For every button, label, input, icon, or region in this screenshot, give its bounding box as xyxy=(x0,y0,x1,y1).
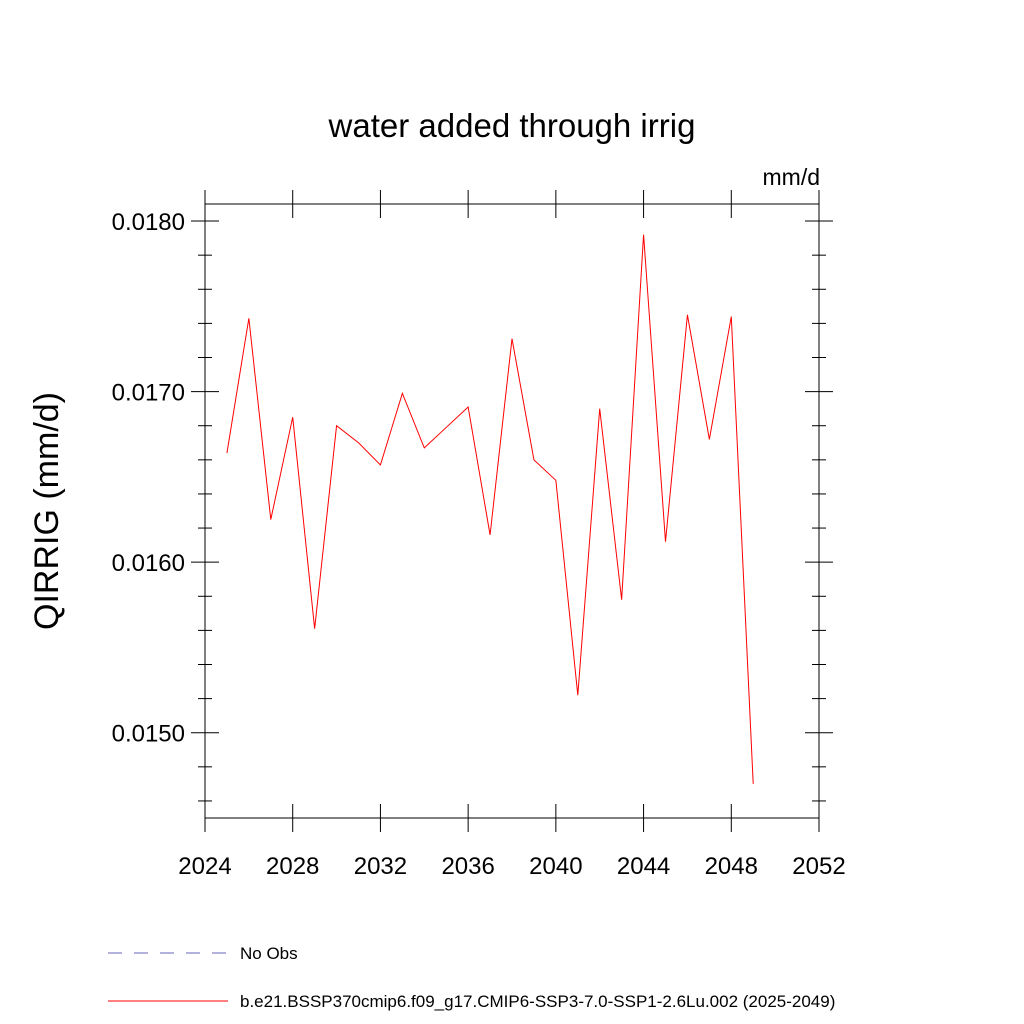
series-line-0 xyxy=(226,234,754,784)
legend-label-no-obs: No Obs xyxy=(240,944,298,963)
series-layer xyxy=(226,234,754,784)
x-tick-label: 2052 xyxy=(792,853,845,880)
x-tick-label: 2044 xyxy=(617,853,670,880)
legend-label-series: b.e21.BSSP370cmip6.f09_g17.CMIP6-SSP3-7.… xyxy=(240,992,835,1011)
legend: No Obs b.e21.BSSP370cmip6.f09_g17.CMIP6-… xyxy=(108,944,835,1011)
x-tick-label: 2036 xyxy=(441,853,494,880)
y-tick-label: 0.0180 xyxy=(112,209,185,236)
x-tick-label: 2032 xyxy=(354,853,407,880)
x-tick-label: 2040 xyxy=(529,853,582,880)
plot-frame xyxy=(204,203,820,819)
x-tick-label: 2028 xyxy=(266,853,319,880)
chart-title: water added through irrig xyxy=(328,107,696,144)
y-axis-label: QIRRIG (mm/d) xyxy=(28,392,66,630)
y-tick-label: 0.0160 xyxy=(112,550,185,577)
x-tick-label: 2048 xyxy=(705,853,758,880)
axis-ticks: 0.0150 0.0160 0.0170 0.0180 2024 2028 2032 2036… xyxy=(112,190,846,880)
y-tick-label: 0.0170 xyxy=(112,380,185,407)
units-label: mm/d xyxy=(763,164,821,190)
x-tick-label: 2024 xyxy=(178,853,231,880)
y-tick-label: 0.0150 xyxy=(112,721,185,748)
